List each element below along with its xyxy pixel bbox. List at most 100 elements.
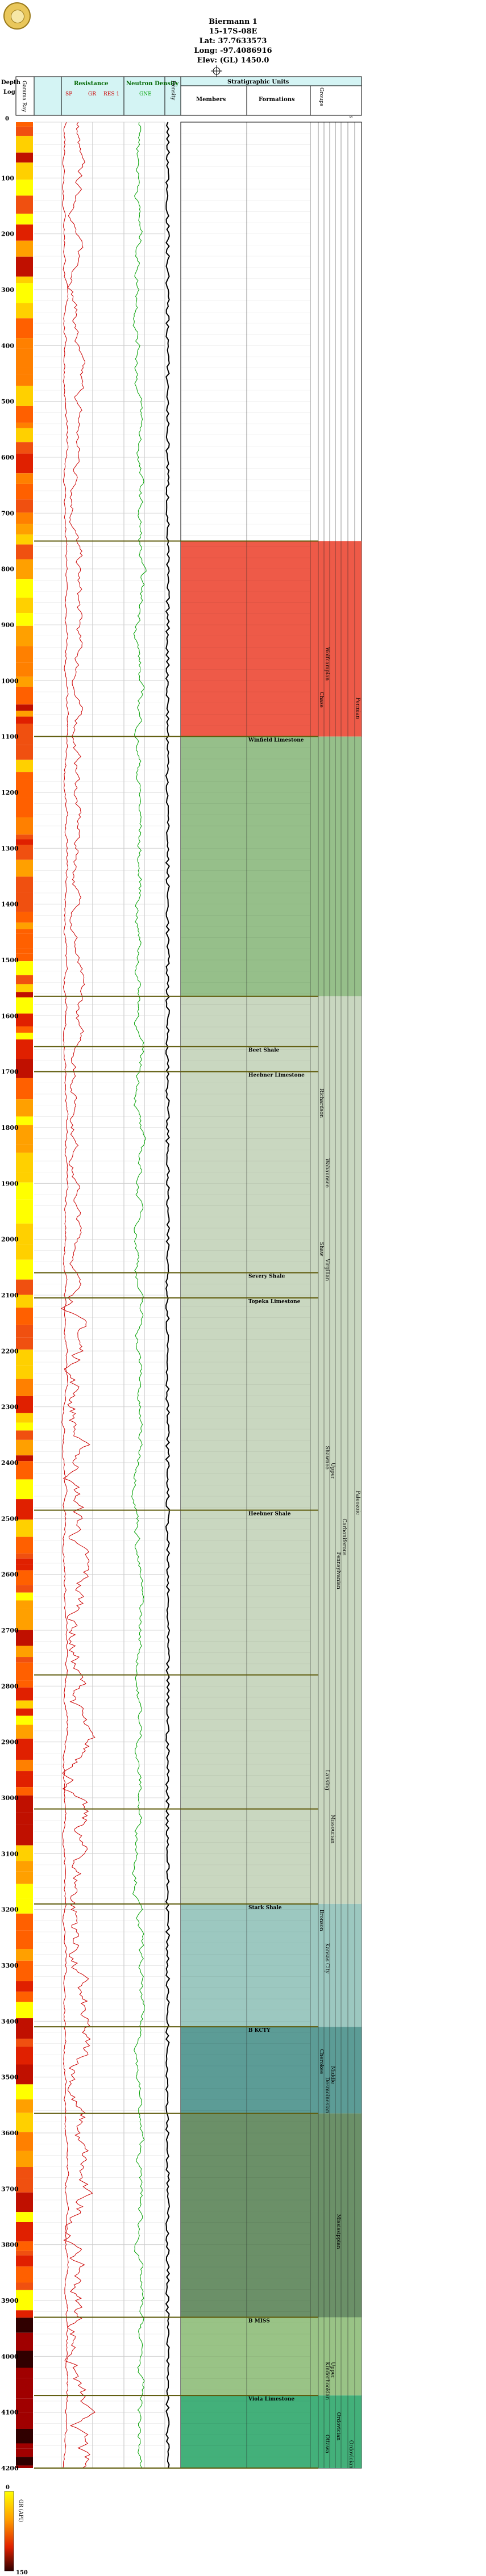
gr-band xyxy=(16,2266,33,2283)
gr-band xyxy=(16,1216,33,1224)
gr-curve xyxy=(61,122,95,2469)
gr-band xyxy=(16,922,33,929)
strat-unit-band xyxy=(181,541,362,737)
gr-band xyxy=(16,1013,33,1026)
gr-band xyxy=(16,2192,33,2212)
gr-band xyxy=(16,949,33,954)
gr-band xyxy=(16,559,33,579)
depth-tick-label: 3800 xyxy=(1,2241,19,2249)
depth-tick-label: 2300 xyxy=(1,1404,19,1411)
gr-band xyxy=(16,2212,33,2223)
gr-band xyxy=(16,1600,33,1609)
hierarchy-headers: SubgroupsSeriesSubseriesSystemsSubsystem… xyxy=(310,85,362,119)
gr-band xyxy=(16,839,33,845)
member-label: Stark Shale xyxy=(248,1905,282,1911)
gr-band xyxy=(16,2018,33,2039)
gr-band xyxy=(16,2428,33,2444)
gne-curve xyxy=(131,122,147,2469)
depth-tick-label: 4000 xyxy=(1,2353,19,2360)
gr-band xyxy=(16,2332,33,2351)
gr-band xyxy=(16,179,33,196)
depth-tick-label: 3200 xyxy=(1,1906,19,1914)
gr-band xyxy=(16,1059,33,1078)
depth-tick-label: 3500 xyxy=(1,2074,19,2081)
gr-band xyxy=(16,303,33,319)
gr-band xyxy=(16,1099,33,1117)
gr-band xyxy=(16,1662,33,1681)
member-label: Heebner Limestone xyxy=(248,1073,305,1079)
hierarchy-label: Shaw xyxy=(318,1242,324,1256)
curve-label-res: RES 1 xyxy=(103,91,119,97)
gr-band xyxy=(16,1295,33,1308)
gr-band xyxy=(16,374,33,386)
gr-band xyxy=(16,136,33,153)
gr-band xyxy=(16,1708,33,1716)
gr-band xyxy=(16,1125,33,1145)
gr-band xyxy=(16,997,33,1014)
hierarchy-label: Kansas City xyxy=(324,1943,330,1974)
gr-band xyxy=(16,759,33,773)
gr-band xyxy=(16,1725,33,1739)
gr-band xyxy=(16,892,33,912)
gr-band xyxy=(16,1930,33,1949)
gr-band xyxy=(16,859,33,877)
hierarchy-label: Richardson xyxy=(318,1088,324,1118)
gr-band xyxy=(16,1553,33,1559)
well-header: Biermann 1 15-17S-08E Lat: 37.7633573 Lo… xyxy=(0,0,486,77)
hierarchy-label: Wolfcampian xyxy=(324,647,330,680)
well-long: Long: -97.4086916 xyxy=(194,47,272,55)
depth-zero: 0 xyxy=(5,116,9,122)
depth-tick-label: 3900 xyxy=(1,2297,19,2304)
gr-band xyxy=(16,1259,33,1280)
gr-band xyxy=(16,338,33,349)
gr-band xyxy=(16,1461,33,1480)
gr-band xyxy=(16,1422,33,1431)
gr-band xyxy=(16,2178,33,2193)
depth-tick-label: 400 xyxy=(1,342,14,349)
gr-band xyxy=(16,1949,33,1961)
gr-band xyxy=(16,1537,33,1554)
depth-ticks: 100 200 300 400 500 600 700 800 900 1000 1100 1200 1… xyxy=(1,174,19,2472)
gr-band xyxy=(16,1680,33,1688)
sp-curve xyxy=(61,122,69,2469)
depth-tick-label: 1300 xyxy=(1,845,19,852)
gr-band xyxy=(16,1585,33,1593)
gr-band xyxy=(16,1144,33,1153)
strat-unit-bands xyxy=(180,122,362,2469)
density-header: Density xyxy=(170,81,176,101)
gr-band xyxy=(16,2350,33,2368)
gr-band xyxy=(16,711,33,717)
gr-band xyxy=(16,499,33,513)
member-label: B MISS xyxy=(248,2319,270,2324)
gr-band xyxy=(16,1039,33,1059)
log-header: Log xyxy=(3,89,15,95)
gr-band xyxy=(16,2112,33,2132)
gr-band xyxy=(16,2412,33,2429)
depth-tick-label: 1800 xyxy=(1,1124,19,1132)
formations-header: Formations xyxy=(259,97,295,103)
gr-band xyxy=(16,1657,33,1663)
member-label: Viola Limestone xyxy=(248,2397,294,2402)
depth-tick-label: 3300 xyxy=(1,1962,19,1969)
depth-tick-label: 4200 xyxy=(1,2465,19,2472)
gr-band xyxy=(16,2310,33,2318)
gr-band xyxy=(16,1279,33,1295)
gr-band xyxy=(16,524,33,535)
gr-band xyxy=(16,152,33,163)
depth-tick-label: 200 xyxy=(1,231,14,238)
gr-band xyxy=(16,716,33,724)
gr-band xyxy=(16,1430,33,1440)
gr-band xyxy=(16,2002,33,2019)
gr-band xyxy=(16,2241,33,2251)
legend-scale-label: GR (API) xyxy=(18,2499,24,2522)
gr-band xyxy=(16,1455,33,1462)
curve-label-gne: GNE xyxy=(139,91,152,97)
gr-band xyxy=(16,876,33,893)
depth-tick-label: 1100 xyxy=(1,733,19,741)
gr-band xyxy=(16,428,33,442)
depth-tick-label: 100 xyxy=(1,174,14,182)
gr-band xyxy=(16,2378,33,2399)
well-info: Biermann 1 15-17S-08E Lat: 37.7633573 Lo… xyxy=(171,17,296,65)
gr-band xyxy=(16,1558,33,1565)
